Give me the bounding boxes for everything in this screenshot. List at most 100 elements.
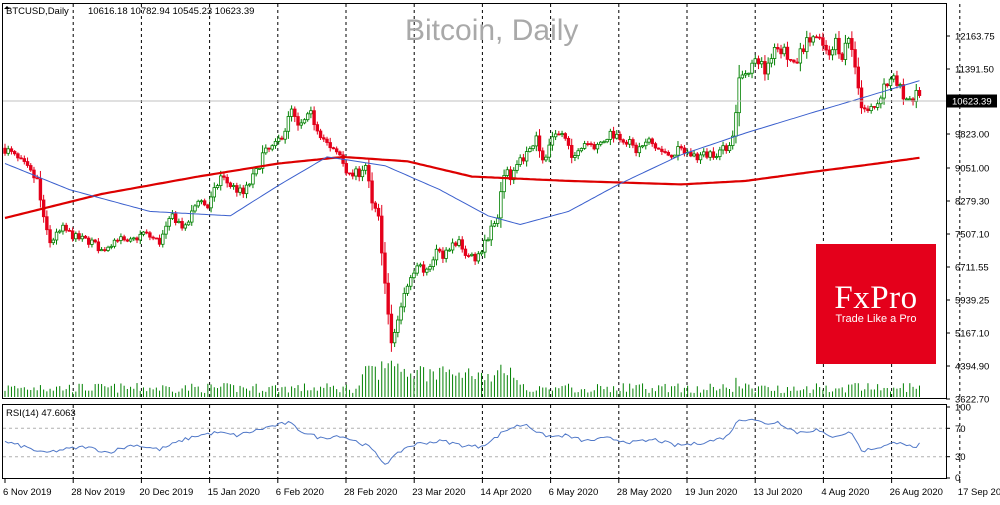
- candle-body: [615, 133, 619, 139]
- candle-body: [779, 48, 783, 55]
- candle-body: [254, 168, 258, 175]
- current-price-label: 10623.39: [952, 97, 992, 108]
- candle-body: [412, 272, 416, 279]
- candle-body: [170, 213, 175, 219]
- candle-body: [421, 264, 426, 273]
- candle-body: [74, 233, 78, 240]
- candle-body: [521, 157, 526, 162]
- candle-body: [109, 245, 113, 248]
- candle-body: [16, 153, 20, 159]
- candle-body: [856, 66, 860, 89]
- candle-body: [547, 144, 551, 158]
- candle-body: [692, 153, 696, 157]
- candle-body: [721, 145, 725, 151]
- candle-body: [454, 242, 458, 246]
- candle-body: [48, 229, 52, 244]
- price-tick-label: 6711.55: [955, 263, 989, 274]
- candle-body: [228, 182, 233, 187]
- candle-body: [434, 248, 439, 261]
- candle-body: [853, 49, 857, 68]
- candle-body: [808, 37, 812, 43]
- candle-body: [740, 74, 745, 79]
- candle-body: [705, 151, 709, 158]
- candle-body: [54, 231, 59, 241]
- candle-body: [512, 169, 516, 181]
- chart-watermark: Bitcoin, Daily: [405, 14, 578, 47]
- candle-body: [90, 239, 94, 245]
- candle-body: [351, 172, 355, 177]
- candle-body: [344, 163, 349, 174]
- candle-body: [267, 147, 271, 150]
- candle-body: [392, 332, 397, 344]
- candle-body: [415, 265, 419, 274]
- candle-body: [489, 225, 493, 241]
- candle-body: [338, 151, 342, 156]
- candle-body: [898, 84, 902, 87]
- moving-averages: [4, 80, 920, 226]
- time-label: 15 Jan 2020: [208, 487, 260, 498]
- candle-body: [3, 147, 7, 154]
- candle-body: [64, 224, 68, 231]
- candle-body: [309, 110, 313, 115]
- time-label: 4 Aug 2020: [821, 487, 869, 498]
- candle-body: [148, 232, 152, 238]
- candle-body: [524, 151, 529, 162]
- candle-body: [405, 285, 410, 294]
- candle-body: [698, 154, 703, 161]
- candle-body: [447, 249, 452, 252]
- candle-body: [103, 249, 107, 252]
- candle-body: [225, 176, 229, 184]
- candle-body: [231, 185, 236, 187]
- candle-body: [750, 62, 754, 74]
- candle-body: [363, 165, 368, 171]
- candle-body: [199, 200, 204, 203]
- candle-body: [508, 169, 513, 181]
- time-label: 28 Nov 2019: [71, 487, 125, 498]
- candle-body: [747, 72, 751, 75]
- candle-body: [650, 138, 654, 145]
- candle-body: [537, 135, 542, 152]
- candle-body: [640, 145, 645, 148]
- candle-body: [276, 137, 281, 142]
- candle-body: [763, 61, 767, 75]
- time-label: 19 Jun 2020: [685, 487, 737, 498]
- candle-body: [463, 248, 468, 256]
- candle-body: [483, 239, 487, 253]
- candle-body: [106, 246, 110, 251]
- price-tick-label: 5167.10: [955, 329, 989, 340]
- candle-body: [586, 143, 590, 145]
- candle-body: [260, 152, 265, 169]
- candle-body: [280, 137, 284, 140]
- candle-body: [788, 58, 793, 61]
- candle-body: [183, 224, 188, 229]
- candle-body: [157, 237, 162, 245]
- candle-body: [354, 168, 358, 177]
- time-label: 6 Feb 2020: [276, 487, 324, 498]
- candle-body: [627, 139, 632, 145]
- candle-body: [367, 165, 371, 182]
- candle-body: [370, 180, 374, 204]
- candle-body: [499, 191, 503, 219]
- candle-body: [843, 42, 848, 60]
- candle-body: [760, 61, 764, 65]
- candle-body: [376, 207, 381, 217]
- candle-body: [531, 145, 535, 150]
- candle-body: [605, 139, 609, 143]
- candle-body: [869, 106, 873, 112]
- candle-body: [244, 184, 249, 195]
- candle-body: [196, 200, 200, 207]
- candle-body: [734, 112, 738, 137]
- candle-body: [782, 46, 786, 55]
- time-label: 28 May 2020: [617, 487, 672, 498]
- candle-body: [682, 147, 687, 154]
- candle-body: [656, 147, 661, 150]
- candle-body: [347, 172, 352, 175]
- candle-body: [334, 148, 339, 153]
- candle-body: [331, 147, 336, 150]
- candle-body: [441, 250, 445, 259]
- candle-body: [302, 119, 307, 124]
- candle-body: [834, 37, 838, 51]
- price-tick-label: 9051.00: [955, 164, 989, 175]
